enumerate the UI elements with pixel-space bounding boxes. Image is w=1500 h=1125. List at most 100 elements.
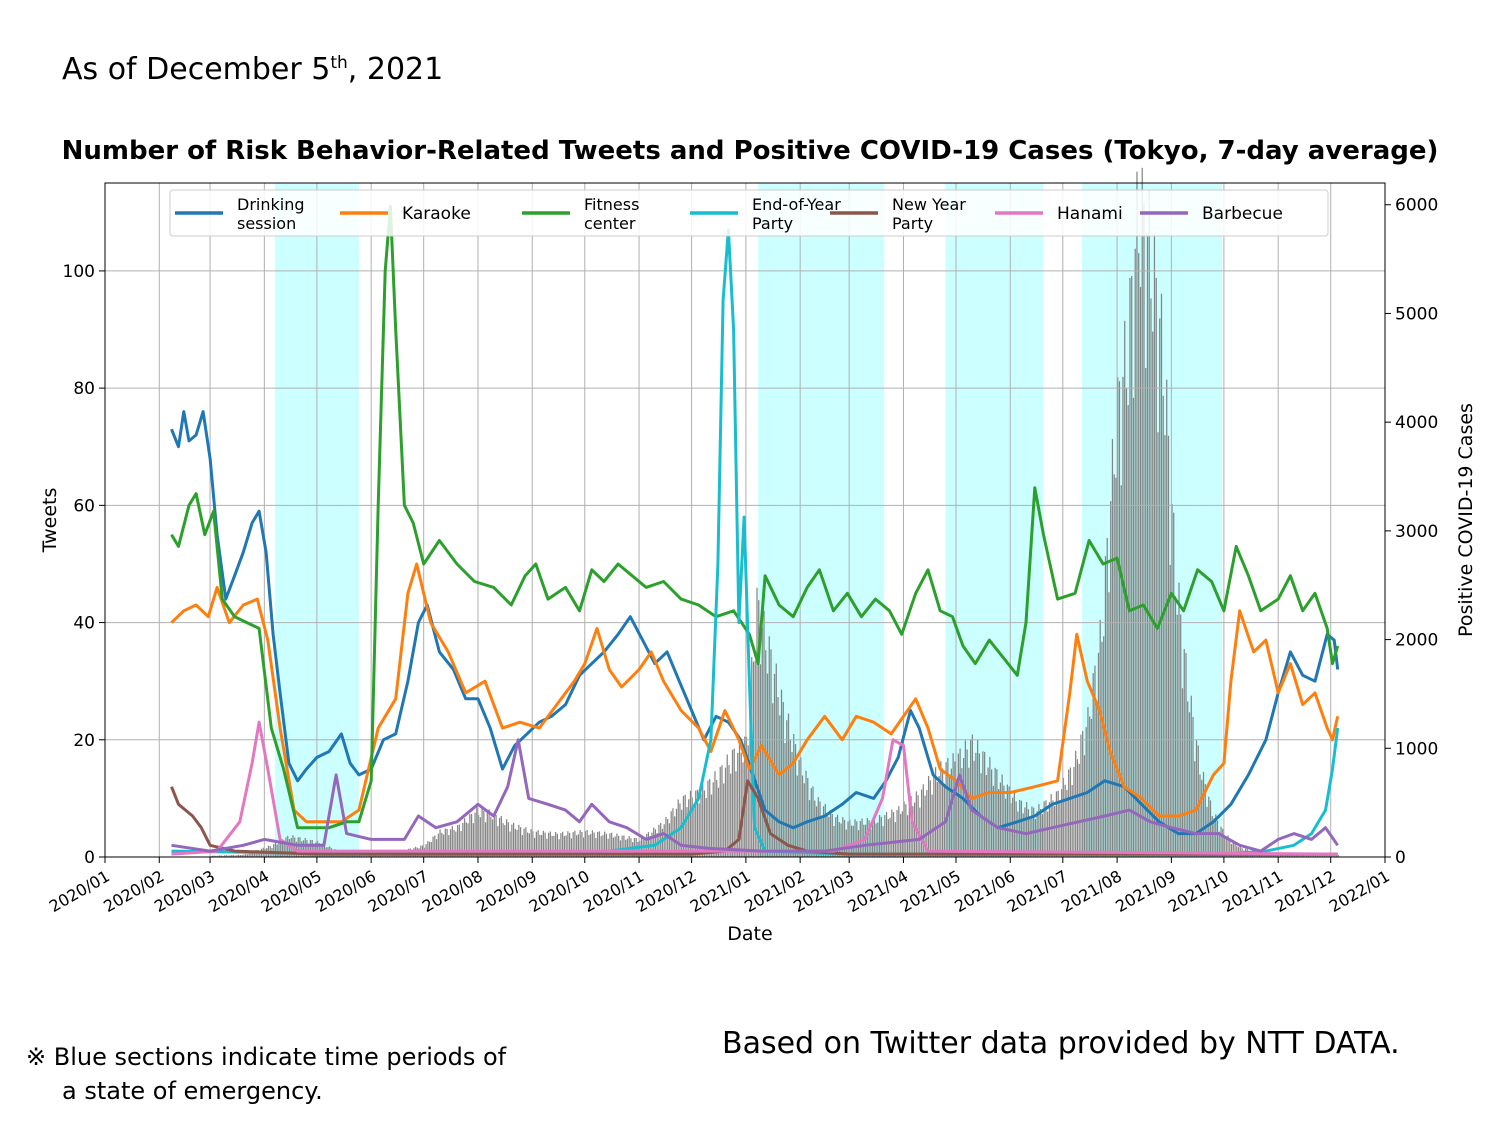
cases-bar: [931, 794, 933, 857]
cases-bar: [1195, 740, 1198, 857]
cases-bar: [1323, 854, 1325, 857]
cases-bar: [941, 768, 944, 857]
cases-bar: [1139, 287, 1142, 857]
cases-bar: [243, 854, 245, 857]
cases-bar: [1180, 614, 1182, 857]
cases-bar: [616, 833, 618, 857]
cases-bar: [1069, 767, 1072, 857]
cases-bar: [1155, 277, 1157, 857]
cases-bar: [782, 702, 784, 857]
cases-bar: [1234, 842, 1236, 857]
cases-bar: [695, 790, 697, 857]
y-tick-label: 60: [73, 496, 95, 516]
cases-bar: [927, 775, 930, 857]
cases-bar: [959, 748, 961, 857]
cases-bar: [1204, 783, 1206, 857]
cases-bar: [868, 820, 870, 857]
cases-bar: [505, 819, 508, 857]
cases-bar: [898, 806, 900, 857]
x-tick-label: 2021/08: [1058, 866, 1125, 916]
cases-bar: [567, 831, 569, 857]
cases-bar: [1108, 592, 1110, 857]
cases-bar: [829, 810, 832, 857]
cases-bar: [798, 759, 800, 857]
cases-bar: [929, 780, 931, 857]
series-line: [171, 720, 1338, 856]
cases-bar: [530, 829, 532, 857]
cases-bar: [989, 757, 991, 857]
cases-bar: [838, 822, 840, 857]
cases-bar: [922, 784, 924, 857]
cases-bar: [446, 828, 448, 857]
cases-bar: [1141, 167, 1143, 857]
cases-bar: [824, 804, 826, 857]
cases-bar: [1320, 854, 1322, 857]
cases-bar: [455, 831, 457, 857]
cases-bar: [569, 832, 571, 857]
cases-bar: [721, 765, 723, 857]
cases-bar: [817, 797, 819, 857]
cases-bar: [521, 835, 523, 857]
cases-bar: [779, 715, 781, 857]
cases-bar: [1132, 397, 1135, 857]
cases-bar: [477, 814, 480, 857]
cases-bar: [474, 812, 476, 857]
series-line: [170, 204, 1340, 830]
cases-bar: [910, 796, 912, 857]
legend-label: Fitness: [584, 195, 639, 214]
cases-bar: [740, 752, 742, 857]
cases-bar: [1292, 854, 1294, 857]
cases-bar: [996, 769, 998, 857]
cases-bar: [819, 801, 821, 857]
note-line-2: a state of emergency.: [62, 1077, 323, 1105]
grid: [104, 183, 1386, 858]
cases-bar: [1197, 745, 1199, 857]
cases-bar: [516, 829, 518, 857]
cases-bar: [738, 739, 741, 857]
cases-bar: [623, 835, 625, 857]
data-credit: Based on Twitter data provided by NTT DA…: [722, 1026, 1400, 1061]
cases-bar: [1089, 716, 1091, 857]
y-tick-label: 100: [63, 262, 95, 282]
cases-bar: [987, 767, 989, 857]
legend-label: center: [584, 214, 636, 233]
cases-bar: [1101, 641, 1103, 857]
cases-bar: [1097, 652, 1100, 857]
cases-bar: [579, 830, 581, 857]
cases-bar: [1162, 395, 1164, 857]
cases-bar: [430, 841, 432, 857]
cases-bar: [1015, 801, 1017, 857]
cases-bar: [892, 812, 895, 857]
cases-bar: [971, 734, 973, 857]
cases-bar: [512, 822, 515, 857]
cases-bar: [469, 814, 471, 857]
legend-label: Party: [752, 214, 793, 233]
cases-bar: [546, 838, 548, 857]
cases-bar: [747, 745, 749, 857]
cases-bar: [1328, 855, 1331, 857]
cases-bar: [749, 699, 751, 857]
cases-bar: [483, 810, 485, 857]
cases-bar: [840, 823, 842, 857]
as-of-date: As of December 5th, 2021: [62, 52, 444, 87]
cases-bar: [593, 832, 595, 857]
cases-bar: [777, 697, 779, 857]
cases-bar: [709, 779, 711, 857]
cases-bar: [248, 852, 250, 857]
cases-bar: [534, 837, 536, 857]
cases-bar: [822, 806, 825, 857]
cases-bar: [570, 838, 572, 857]
cases-bar: [1327, 854, 1329, 857]
cases-bar: [724, 767, 727, 857]
cases-bar: [864, 824, 867, 857]
cases-bar: [998, 789, 1000, 857]
cases-bar: [441, 832, 443, 857]
cases-bar: [889, 817, 891, 857]
cases-bar: [595, 837, 597, 857]
legend-label: Barbecue: [1202, 204, 1283, 224]
cases-bar: [572, 832, 574, 857]
cases-bar: [600, 836, 602, 857]
cases-bar: [252, 852, 254, 857]
cases-bar: [705, 798, 707, 857]
cases-bar: [952, 753, 954, 857]
